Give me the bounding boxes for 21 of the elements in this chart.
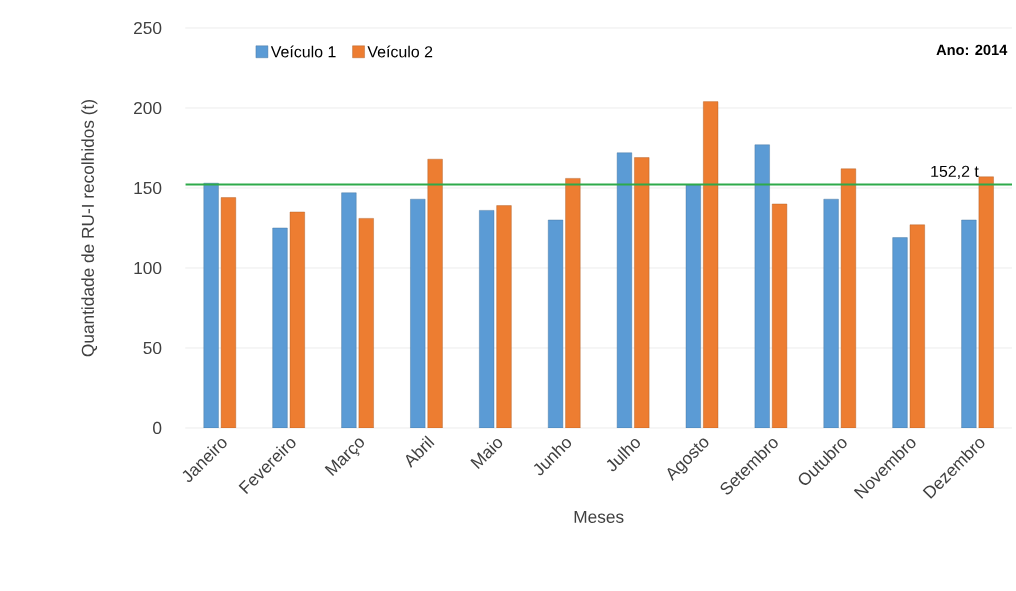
y-tick-label: 100 bbox=[134, 262, 162, 275]
bar bbox=[565, 178, 581, 429]
legend-label: Veículo 2 bbox=[367, 45, 433, 58]
y-tick-label: 200 bbox=[134, 102, 162, 115]
bar bbox=[496, 205, 512, 429]
ref-line-label: 152,2 t bbox=[931, 165, 979, 180]
y-tick-label: 50 bbox=[143, 342, 162, 355]
legend-label: Veículo 1 bbox=[270, 45, 336, 58]
bar bbox=[203, 183, 219, 429]
y-tick-label: 150 bbox=[134, 182, 162, 195]
bar bbox=[341, 192, 357, 429]
bar bbox=[272, 227, 288, 429]
y-tick-label: 250 bbox=[134, 22, 162, 35]
bar bbox=[892, 237, 908, 429]
y-axis-title: Quantidade de RU-I recolhidos (t) bbox=[81, 100, 98, 357]
x-axis-title: Meses bbox=[574, 511, 624, 524]
annotation: Ano: 2014 bbox=[936, 44, 1008, 56]
bar bbox=[823, 199, 839, 429]
bar bbox=[427, 159, 443, 429]
y-tick-label: 0 bbox=[153, 422, 162, 435]
bar bbox=[961, 219, 977, 429]
